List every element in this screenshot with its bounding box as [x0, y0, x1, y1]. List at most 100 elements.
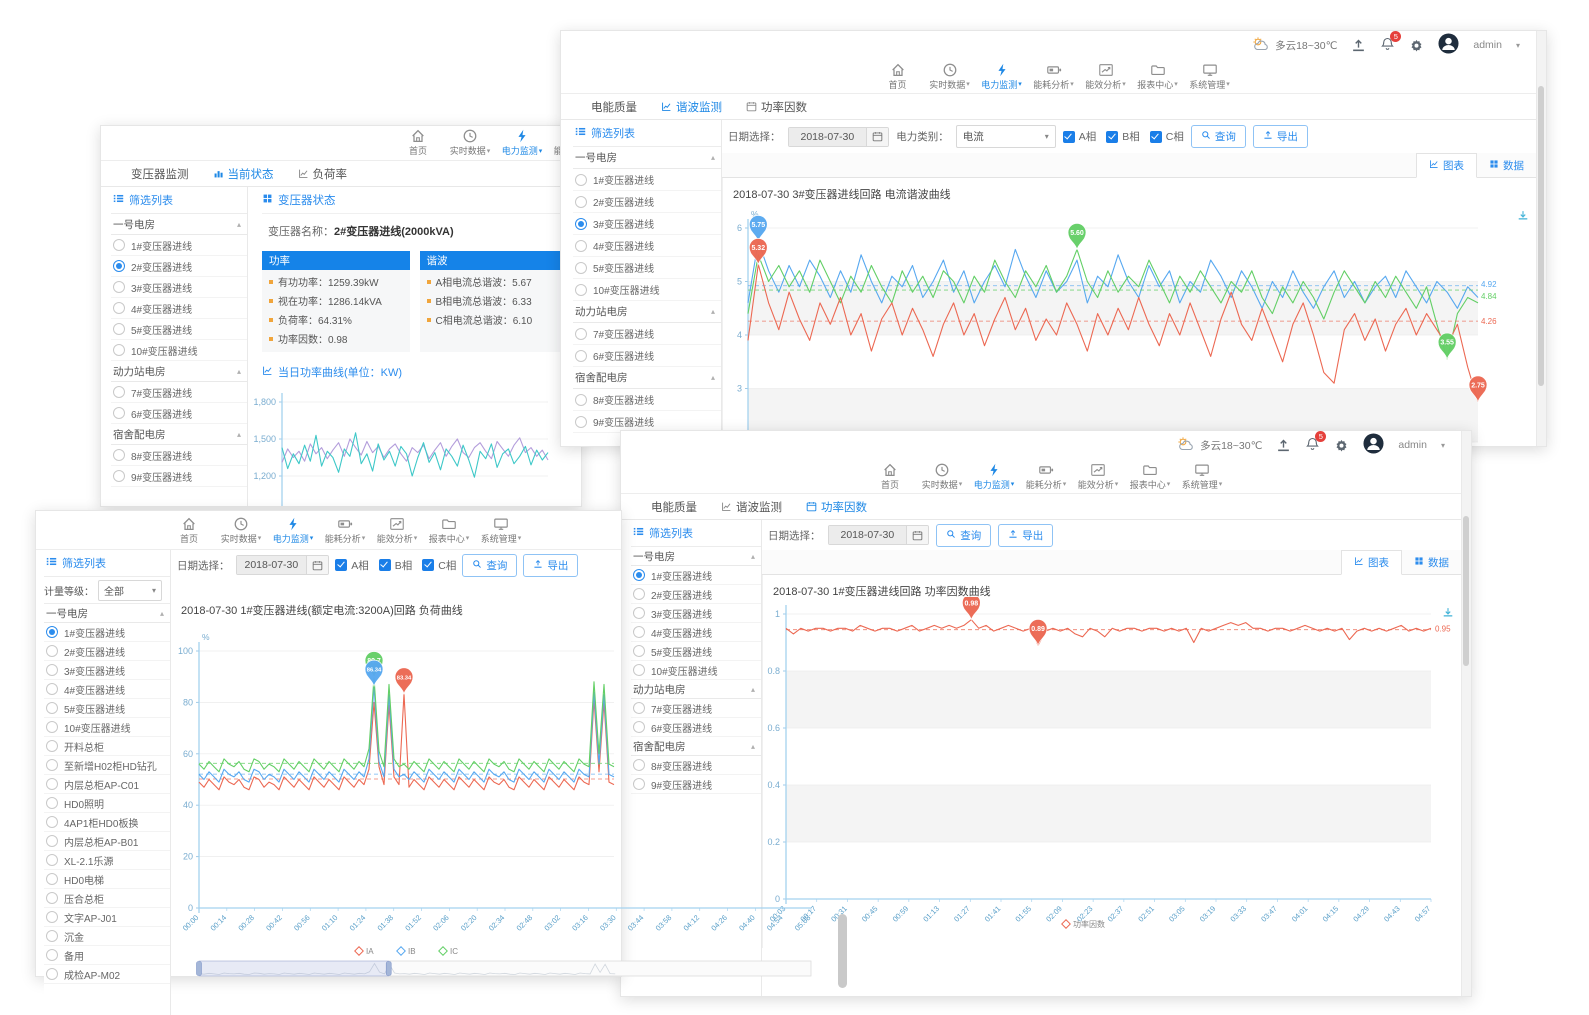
- sidebar-row[interactable]: 开料总柜 ▴: [44, 737, 170, 756]
- gear-icon[interactable]: [1409, 38, 1424, 53]
- sidebar-row[interactable]: 内层总柜AP-C01 ▴: [44, 775, 170, 794]
- username[interactable]: admin: [1473, 39, 1502, 51]
- sidebar-row[interactable]: 4#变压器进线 ▴: [573, 235, 721, 257]
- scrollbar[interactable]: [1536, 31, 1546, 446]
- module-tab[interactable]: 电能质量: [591, 99, 637, 115]
- sidebar-row[interactable]: 沉金 ▴: [44, 927, 170, 946]
- sidebar-row[interactable]: 10#变压器进线 ▴: [44, 718, 170, 737]
- query-button[interactable]: 查询: [462, 554, 517, 577]
- nav-item[interactable]: 实时数据▾: [447, 128, 493, 157]
- sidebar-row[interactable]: 1#变压器进线 ▴: [573, 169, 721, 191]
- date-input[interactable]: 2018-07-30: [236, 555, 330, 575]
- sidebar-row[interactable]: 2#变压器进线 ▴: [631, 585, 761, 604]
- upload-icon[interactable]: [1351, 38, 1366, 53]
- query-button[interactable]: 查询: [1191, 125, 1246, 148]
- nav-item[interactable]: 电力监测▾: [971, 462, 1017, 491]
- module-tab[interactable]: 功率因数: [806, 499, 867, 515]
- module-tab[interactable]: 谐波监测: [721, 499, 782, 515]
- sidebar-row[interactable]: 5#变压器进线 ▴: [573, 257, 721, 279]
- phase-checkbox[interactable]: B相: [379, 558, 413, 573]
- download-icon[interactable]: [1517, 208, 1529, 226]
- avatar[interactable]: [1438, 33, 1459, 57]
- tab-data-view[interactable]: 数据: [1402, 551, 1461, 574]
- nav-item[interactable]: 系统管理▾: [1187, 62, 1233, 91]
- tab-current-status[interactable]: 当前状态: [213, 166, 274, 182]
- sidebar-row[interactable]: 动力站电房 ▴: [573, 301, 721, 323]
- scrollbar[interactable]: [1461, 431, 1471, 996]
- nav-item[interactable]: 首页▾: [875, 62, 921, 91]
- tab-transformer-monitor[interactable]: 变压器监测: [131, 166, 189, 182]
- module-tab[interactable]: 电能质量: [651, 499, 697, 515]
- username[interactable]: admin: [1398, 439, 1427, 451]
- export-button[interactable]: 导出: [998, 524, 1053, 547]
- tab-chart-view[interactable]: 图表: [1416, 153, 1477, 178]
- gear-icon[interactable]: [1334, 438, 1349, 453]
- sidebar-row[interactable]: 7#变压器进线 ▴: [111, 382, 247, 403]
- notifications-bell[interactable]: 5: [1380, 36, 1395, 54]
- nav-item[interactable]: 能效分析▾: [1083, 62, 1129, 91]
- sidebar-row[interactable]: 5#变压器进线 ▴: [111, 319, 247, 340]
- notifications-bell[interactable]: 5: [1305, 436, 1320, 454]
- sidebar-row[interactable]: 6#变压器进线 ▴: [573, 345, 721, 367]
- sidebar-row[interactable]: 一号电房 ▴: [631, 547, 761, 566]
- module-tab[interactable]: 谐波监测: [661, 99, 722, 115]
- scrollbar-thumb[interactable]: [838, 914, 847, 988]
- sidebar-row[interactable]: 2#变压器进线 ▴: [573, 191, 721, 213]
- nav-item[interactable]: 能耗分析▾: [1031, 62, 1077, 91]
- nav-item[interactable]: 能耗分析▾: [1023, 462, 1069, 491]
- phase-checkbox[interactable]: A相: [1063, 129, 1097, 144]
- nav-item[interactable]: 系统管理▾: [478, 516, 524, 545]
- sidebar-row[interactable]: 成检AP-M02 ▴: [44, 965, 170, 984]
- sidebar-row[interactable]: 3#变压器进线 ▴: [111, 277, 247, 298]
- upload-icon[interactable]: [1276, 438, 1291, 453]
- module-tab[interactable]: 功率因数: [746, 99, 807, 115]
- avatar[interactable]: [1363, 433, 1384, 457]
- sidebar-row[interactable]: 5#变压器进线 ▴: [44, 699, 170, 718]
- nav-item[interactable]: 首页▾: [166, 516, 212, 545]
- sidebar-row[interactable]: 4#变压器进线 ▴: [44, 680, 170, 699]
- sidebar-row[interactable]: HD0电梯 ▴: [44, 870, 170, 889]
- sidebar-row[interactable]: 10#变压器进线 ▴: [111, 340, 247, 361]
- sidebar-row[interactable]: 8#变压器进线 ▴: [111, 445, 247, 466]
- nav-item[interactable]: 系统管理▾: [1179, 462, 1225, 491]
- query-button[interactable]: 查询: [936, 524, 991, 547]
- sidebar-row[interactable]: 6#变压器进线 ▴: [111, 403, 247, 424]
- sidebar-row[interactable]: 1#变压器进线 ▴: [631, 566, 761, 585]
- sidebar-row[interactable]: 一号电房 ▴: [573, 147, 721, 169]
- nav-item[interactable]: 实时数据▾: [919, 462, 965, 491]
- sidebar-row[interactable]: 文字AP-J01 ▴: [44, 908, 170, 927]
- sidebar-row[interactable]: HD0照明 ▴: [44, 794, 170, 813]
- load-chart-with-zoom-slider[interactable]: 100806040200%89.786.3483.3400:0000:1400:…: [171, 622, 831, 982]
- sidebar-row[interactable]: 7#变压器进线 ▴: [573, 323, 721, 345]
- sidebar-row[interactable]: 3#变压器进线 ▴: [44, 661, 170, 680]
- phase-checkbox[interactable]: A相: [335, 558, 369, 573]
- tab-load-rate[interactable]: 负荷率: [298, 166, 348, 182]
- sidebar-row[interactable]: 宿舍配电房 ▴: [573, 367, 721, 389]
- sidebar-row[interactable]: 一号电房 ▴: [44, 604, 170, 623]
- nav-item[interactable]: 电力监测▾: [499, 128, 545, 157]
- sidebar-row[interactable]: 2#变压器进线 ▴: [44, 642, 170, 661]
- date-input[interactable]: 2018-07-30: [788, 127, 890, 147]
- sidebar-row[interactable]: 动力站电房 ▴: [111, 361, 247, 382]
- nav-item[interactable]: 报表中心▾: [1127, 462, 1173, 491]
- nav-item[interactable]: 报表中心▾: [426, 516, 472, 545]
- sidebar-row[interactable]: 备用 ▴: [44, 946, 170, 965]
- nav-item[interactable]: 能效分析▾: [374, 516, 420, 545]
- sidebar-row[interactable]: 10#变压器进线 ▴: [573, 279, 721, 301]
- sidebar-row[interactable]: 宿舍配电房 ▴: [111, 424, 247, 445]
- sidebar-row[interactable]: 2#变压器进线 ▴: [111, 256, 247, 277]
- power-type-select[interactable]: 电流▾: [956, 125, 1056, 148]
- sidebar-row[interactable]: 9#变压器进线 ▴: [111, 466, 247, 487]
- sidebar-row[interactable]: 内层总柜AP-B01 ▴: [44, 832, 170, 851]
- nav-item[interactable]: 报表中心▾: [1135, 62, 1181, 91]
- sidebar-row[interactable]: XL-2.1乐源 ▴: [44, 851, 170, 870]
- phase-checkbox[interactable]: B相: [1106, 129, 1140, 144]
- nav-item[interactable]: 首页▾: [395, 128, 441, 157]
- sidebar-row[interactable]: 3#变压器进线 ▴: [631, 604, 761, 623]
- nav-item[interactable]: 能效分析▾: [1075, 462, 1121, 491]
- nav-item[interactable]: 能耗分析▾: [322, 516, 368, 545]
- export-button[interactable]: 导出: [1253, 125, 1308, 148]
- tab-data-view[interactable]: 数据: [1477, 154, 1536, 177]
- download-icon[interactable]: [1442, 605, 1454, 623]
- nav-item[interactable]: 实时数据▾: [927, 62, 973, 91]
